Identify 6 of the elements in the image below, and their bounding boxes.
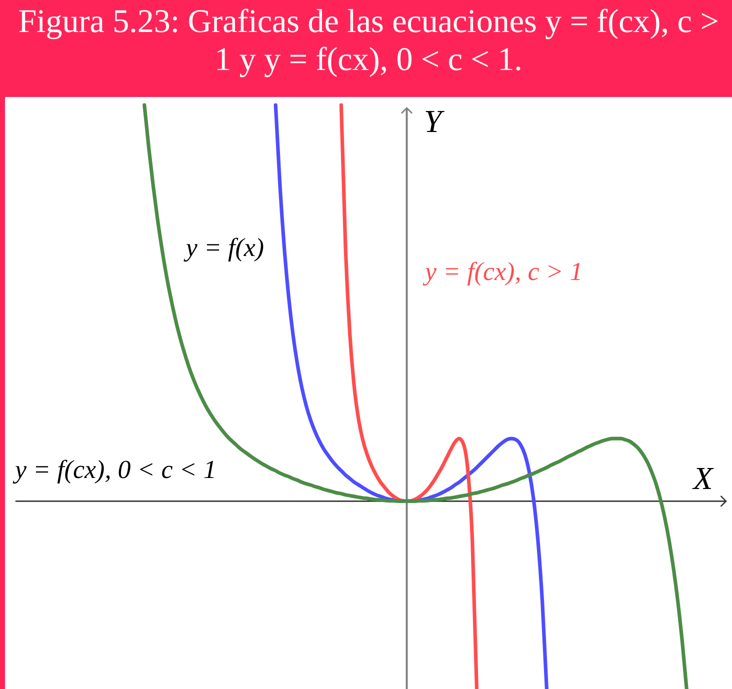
series-label: y = f(x) bbox=[182, 233, 264, 262]
y-axis-title: Y bbox=[424, 103, 445, 139]
x-axis-title: X bbox=[691, 460, 714, 496]
text: y = f(cx), c > 1 bbox=[422, 257, 583, 286]
series-label: y = f(cx), 0 < c < 1 bbox=[12, 455, 216, 484]
chart-title: Figura 5.23: Graficas de las ecuaciones y = f(cx), c > 1 y y = f(cx), 0 < c < 1. bbox=[18, 4, 719, 78]
